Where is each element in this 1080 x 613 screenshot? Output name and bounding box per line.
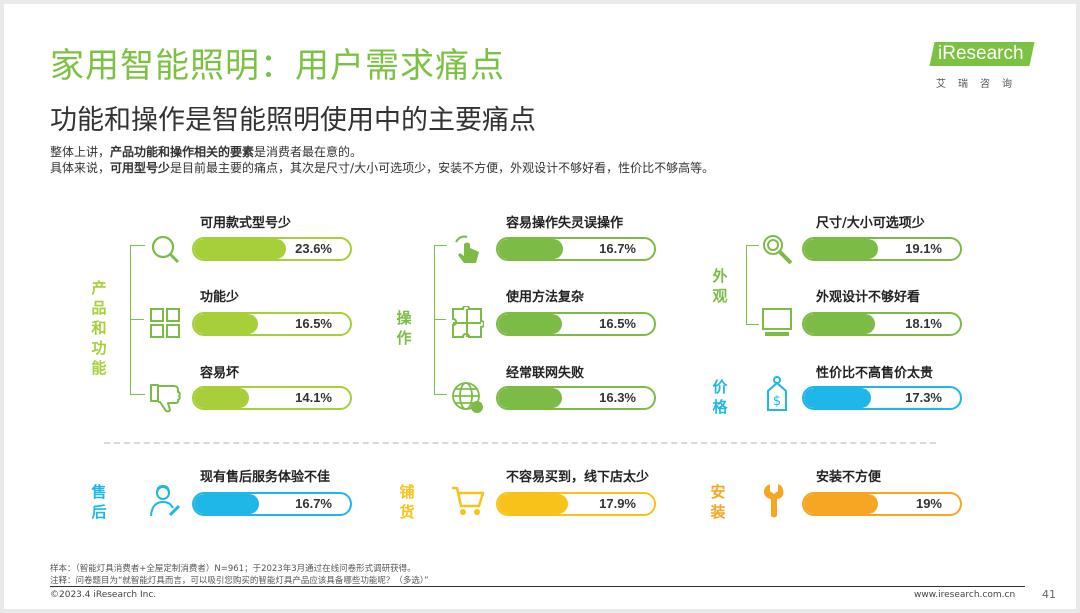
service-person-icon xyxy=(148,484,182,518)
bar-fill-6 xyxy=(804,239,879,259)
item-label-1: 功能少 xyxy=(200,290,240,305)
bar-fill-7 xyxy=(804,314,875,334)
bar-fill-2 xyxy=(194,388,249,408)
bar-fill-10 xyxy=(498,494,568,514)
thumbs-down-icon xyxy=(148,380,182,414)
item-label-8: 性价比不高售价太贵 xyxy=(816,366,934,381)
bracket-product-mid xyxy=(130,319,144,320)
item-label-0: 可用款式型号少 xyxy=(200,216,292,231)
search-icon xyxy=(148,232,182,266)
bar-fill-3 xyxy=(498,239,564,259)
site-url: www.iresearch.com.cn xyxy=(914,590,1016,600)
grid-icon xyxy=(148,306,182,340)
logo-word: iResearch xyxy=(938,43,1024,64)
item-label-3: 容易操作失灵误操作 xyxy=(506,216,624,231)
bar-value-7: 18.1% xyxy=(905,316,942,331)
bar-8: 17.3% xyxy=(802,386,962,410)
bar-value-1: 16.5% xyxy=(295,316,332,331)
bar-value-4: 16.5% xyxy=(599,316,636,331)
bar-fill-11 xyxy=(804,494,879,514)
category-appearance: 外观 xyxy=(712,267,728,305)
bar-value-9: 16.7% xyxy=(295,496,332,511)
bar-11: 19% xyxy=(802,492,962,516)
bar-value-3: 16.7% xyxy=(599,241,636,256)
bar-fill-1 xyxy=(194,314,259,334)
bar-5: 16.3% xyxy=(496,386,656,410)
bar-fill-8 xyxy=(804,388,872,408)
category-price: 价格 xyxy=(712,378,728,416)
puzzle-icon xyxy=(450,304,486,340)
page-title: 家用智能照明：用户需求痛点 xyxy=(50,46,505,86)
section-divider xyxy=(104,442,936,444)
bracket-operation-mid xyxy=(434,319,446,320)
footnote-sample: 样本：（智能灯具消费者+全屋定制消费者）N=961；于2023年3月通过在线问卷… xyxy=(50,564,416,574)
svg-text:$: $ xyxy=(773,394,781,409)
bar-1: 16.5% xyxy=(192,312,352,336)
category-aftersales: 售后 xyxy=(91,483,107,521)
bar-10: 17.9% xyxy=(496,492,656,516)
bracket-product xyxy=(130,245,145,395)
bar-value-5: 16.3% xyxy=(599,390,636,405)
bar-9: 16.7% xyxy=(192,492,352,516)
bar-2: 14.1% xyxy=(192,386,352,410)
intro-line-2: 具体来说，可用型号少是目前最主要的痛点，其次是尺寸/大小可选项少，安装不方便，外… xyxy=(50,161,715,175)
bar-value-0: 23.6% xyxy=(295,241,332,256)
category-product: 产品和功能 xyxy=(91,279,107,377)
bracket-operation xyxy=(434,245,447,395)
item-label-6: 尺寸/大小可选项少 xyxy=(816,216,925,231)
slide: 家用智能照明：用户需求痛点 功能和操作是智能照明使用中的主要痛点 整体上讲，产品… xyxy=(4,4,1076,609)
bracket-appearance xyxy=(746,245,759,325)
bar-fill-0 xyxy=(194,239,287,259)
category-operation: 操作 xyxy=(396,309,412,347)
monitor-icon xyxy=(760,306,794,340)
item-label-11: 安装不方便 xyxy=(816,470,882,485)
bar-7: 18.1% xyxy=(802,312,962,336)
wrench-icon xyxy=(760,482,794,518)
price-tag-icon: $ xyxy=(760,376,794,411)
bar-4: 16.5% xyxy=(496,312,656,336)
tap-icon xyxy=(450,232,484,266)
item-label-2: 容易坏 xyxy=(200,366,240,381)
item-label-10: 不容易买到，线下店太少 xyxy=(506,470,650,485)
logo-cn: 艾瑞咨询 xyxy=(936,79,1024,90)
intro-line-1: 整体上讲，产品功能和操作相关的要素是消费者最在意的。 xyxy=(50,145,363,159)
footnote-note: 注释：问卷题目为“就智能灯具而言，可以吸引您购买的智能灯具产品应该具备哪些功能呢… xyxy=(50,576,429,586)
bar-value-10: 17.9% xyxy=(599,496,636,511)
bar-value-8: 17.3% xyxy=(905,390,942,405)
item-label-4: 使用方法复杂 xyxy=(506,290,585,305)
bar-fill-4 xyxy=(498,314,563,334)
bar-fill-5 xyxy=(498,388,562,408)
iresearch-logo: iResearch 艾瑞咨询 xyxy=(922,38,1042,98)
bar-fill-9 xyxy=(194,494,260,514)
magnifier-icon xyxy=(760,232,794,266)
category-install: 安装 xyxy=(710,483,726,521)
bar-6: 19.1% xyxy=(802,237,962,261)
item-label-7: 外观设计不够好看 xyxy=(816,290,921,305)
copyright: ©2023.4 iResearch Inc. xyxy=(50,590,157,600)
category-channel: 铺货 xyxy=(399,483,415,521)
bar-value-11: 19% xyxy=(915,496,942,511)
page-number: 41 xyxy=(1042,588,1056,601)
bar-value-2: 14.1% xyxy=(295,390,332,405)
cart-icon xyxy=(450,484,485,518)
page-subtitle: 功能和操作是智能照明使用中的主要痛点 xyxy=(50,105,536,136)
globe-icon xyxy=(450,380,484,414)
intro-text: 整体上讲，产品功能和操作相关的要素是消费者最在意的。 具体来说，可用型号少是目前… xyxy=(50,144,714,176)
bar-3: 16.7% xyxy=(496,237,656,261)
bar-value-6: 19.1% xyxy=(905,241,942,256)
footer-rule xyxy=(50,586,1025,587)
item-label-5: 经常联网失败 xyxy=(506,366,585,381)
bar-0: 23.6% xyxy=(192,237,352,261)
item-label-9: 现有售后服务体验不佳 xyxy=(200,470,331,485)
